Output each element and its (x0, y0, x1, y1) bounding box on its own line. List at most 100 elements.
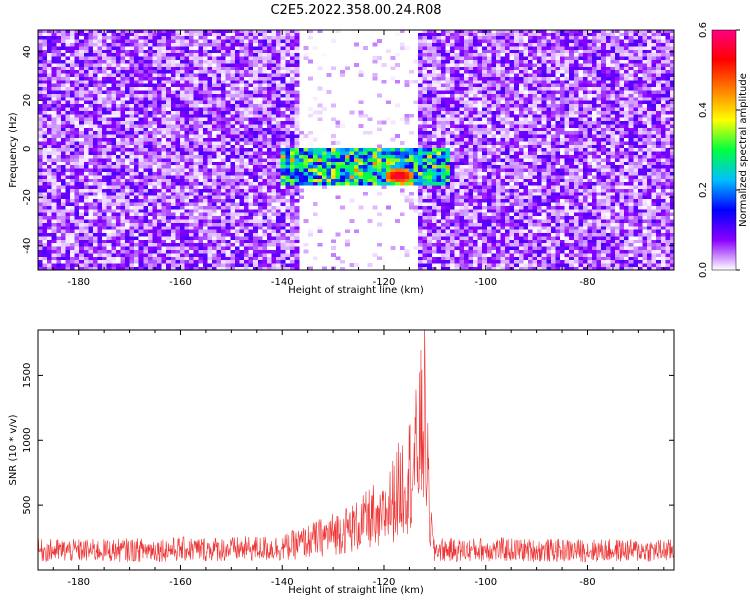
heatmap-cell (143, 151, 149, 156)
spectrogram-cells (38, 30, 674, 270)
heatmap-cell (189, 100, 195, 105)
heatmap-cell (340, 168, 346, 172)
heatmap-cell (115, 100, 121, 105)
heatmap-cell (147, 242, 153, 247)
heatmap-cell (280, 117, 286, 122)
heatmap-cell (161, 147, 167, 152)
heatmap-cell (202, 229, 208, 234)
heatmap-cell (280, 147, 286, 152)
heatmap-cell (399, 161, 405, 166)
heatmap-cell (138, 185, 144, 189)
heatmap-cell (422, 134, 428, 139)
heatmap-cell (230, 52, 236, 57)
heatmap-cell (422, 256, 428, 261)
heatmap-cell (331, 141, 337, 145)
heatmap-cell (207, 42, 213, 47)
heatmap-cell (294, 215, 300, 220)
heatmap-cell (248, 154, 254, 159)
heatmap-cell (97, 171, 103, 176)
heatmap-cell (129, 249, 135, 254)
heatmap-cell (120, 49, 126, 54)
heatmap-cell (170, 195, 176, 200)
heatmap-cell (234, 56, 240, 60)
heatmap-cell (331, 164, 337, 169)
heatmap-cell (216, 35, 222, 40)
heatmap-cell (193, 158, 199, 162)
heatmap-cell (42, 144, 48, 149)
heatmap-cell (74, 46, 80, 50)
heatmap-cell (70, 39, 76, 44)
heatmap-cell (239, 205, 245, 210)
heatmap-cell (239, 266, 245, 270)
heatmap-cell (47, 134, 53, 139)
heatmap-cell (340, 73, 346, 77)
heatmap-cell (326, 90, 332, 94)
heatmap-cell (386, 205, 391, 210)
heatmap-cell (179, 79, 185, 84)
heatmap-cell (230, 103, 236, 108)
heatmap-cell (262, 229, 268, 234)
heatmap-cell (92, 202, 98, 206)
heatmap-cell (436, 42, 442, 47)
heatmap-cell (134, 171, 140, 176)
heatmap-cell (74, 191, 80, 196)
heatmap-cell (143, 259, 149, 264)
heatmap-cell (440, 266, 446, 270)
heatmap-cell (147, 259, 153, 264)
heatmap-cell (239, 249, 245, 254)
heatmap-cell (143, 124, 149, 128)
heatmap-cell (179, 62, 185, 67)
heatmap-cell (418, 263, 424, 268)
heatmap-cell (56, 144, 62, 149)
heatmap-cell (92, 266, 98, 270)
heatmap-cell (312, 178, 318, 183)
heatmap-cell (83, 158, 89, 162)
heatmap-cell (74, 30, 80, 33)
heatmap-cell (38, 229, 43, 234)
heatmap-cell (239, 30, 245, 33)
heatmap-cell (422, 30, 428, 33)
heatmap-cell (221, 236, 227, 240)
heatmap-cell (147, 107, 153, 111)
heatmap-cell (404, 117, 410, 122)
heatmap-cell (189, 171, 195, 176)
heatmap-cell (253, 202, 259, 206)
heatmap-cell (285, 120, 291, 125)
heatmap-cell (56, 42, 62, 47)
heatmap-cell (125, 212, 130, 217)
heatmap-cell (202, 178, 208, 183)
heatmap-cell (147, 161, 153, 166)
heatmap-cell (207, 117, 213, 122)
heatmap-cell (193, 154, 199, 159)
heatmap-cell (212, 154, 217, 159)
heatmap-cell (47, 96, 53, 101)
heatmap-cell (257, 100, 263, 105)
heatmap-cell (207, 46, 213, 50)
heatmap-cell (221, 35, 227, 40)
heatmap-cell (230, 56, 236, 60)
heatmap-cell (70, 56, 76, 60)
heatmap-cell (60, 168, 66, 172)
heatmap-cell (88, 79, 94, 84)
heatmap-cell (294, 185, 300, 189)
heatmap-cell (92, 171, 98, 176)
heatmap-cell (147, 134, 153, 139)
heatmap-cell (88, 239, 94, 244)
heatmap-cell (60, 56, 66, 60)
heatmap-cell (436, 130, 442, 135)
heatmap-cell (129, 113, 135, 118)
heatmap-cell (56, 96, 62, 101)
heatmap-cell (276, 39, 282, 44)
heatmap-cell (212, 83, 217, 88)
heatmap-cell (326, 158, 332, 162)
heatmap-cell (184, 76, 190, 81)
heatmap-cell (445, 120, 451, 125)
heatmap-cell (42, 127, 48, 132)
heatmap-cell (285, 181, 291, 186)
heatmap-cell (427, 229, 433, 234)
heatmap-cell (47, 76, 53, 81)
heatmap-cell (216, 93, 222, 98)
heatmap-cell (372, 76, 378, 81)
heatmap-cell (212, 151, 217, 156)
